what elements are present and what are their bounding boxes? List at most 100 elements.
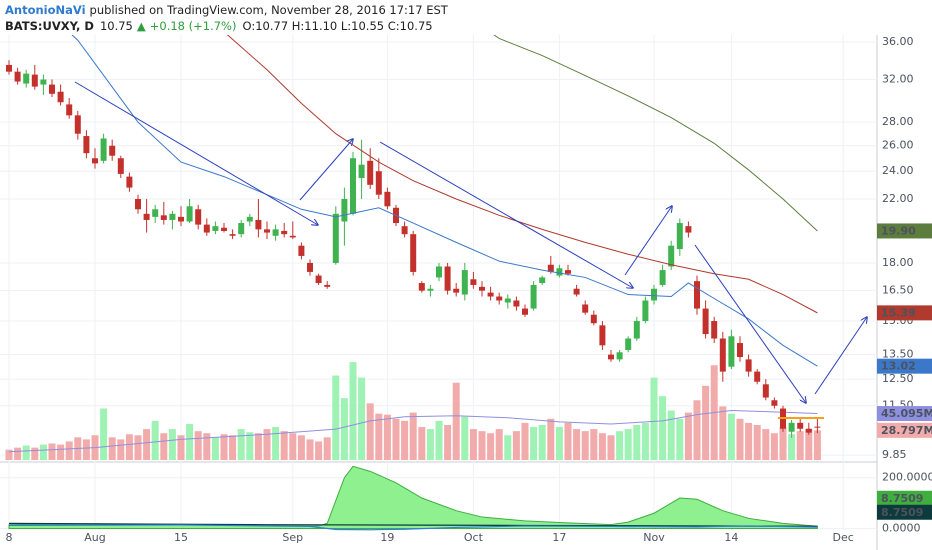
volume-bar	[736, 418, 744, 460]
volume-bar	[616, 431, 624, 460]
axis-tag	[877, 406, 932, 422]
volume-bar	[788, 434, 796, 460]
candle-body	[668, 245, 675, 267]
candle-body	[539, 277, 546, 284]
volume-bar	[805, 429, 813, 460]
volume-bar	[702, 385, 710, 460]
volume-bar	[263, 429, 271, 460]
trend-arrow	[299, 139, 353, 201]
candle-body	[805, 428, 812, 433]
axis-tag-label: 8.7509	[881, 492, 923, 505]
volume-bar	[813, 430, 821, 460]
volume-bar	[160, 433, 168, 460]
moving-averages	[71, 35, 818, 367]
x-tick-label: 15	[174, 531, 188, 544]
volume-bar	[555, 427, 563, 460]
candle-body	[255, 219, 262, 230]
candle-body	[143, 213, 150, 220]
candle-body	[281, 230, 288, 235]
candle-body	[625, 338, 632, 350]
volume-bar	[117, 439, 125, 460]
candle-body	[694, 281, 700, 309]
candle-body	[762, 384, 769, 398]
x-tick-label: 14	[724, 531, 738, 544]
candle-body	[178, 216, 184, 222]
volume-bar	[452, 382, 460, 460]
axis-tag-label: 13.02	[881, 360, 916, 373]
y-tick-label: 28.00	[882, 115, 914, 128]
candles	[6, 60, 821, 438]
volume-bar	[168, 429, 176, 460]
trend-arrow	[624, 206, 672, 276]
ohlc: O:10.77 H:11.10 L:10.55 C:10.75	[242, 19, 432, 33]
candle-body	[117, 158, 124, 174]
candle-body	[504, 298, 511, 303]
volume-bar	[272, 427, 280, 460]
candle-body	[315, 275, 322, 284]
candle-body	[49, 84, 55, 94]
volume-bar	[573, 429, 581, 460]
volume-bar	[289, 433, 297, 460]
candle-body	[444, 266, 451, 291]
volume-bar	[358, 377, 366, 460]
candle-body	[324, 284, 331, 287]
volume-bar	[469, 429, 477, 460]
candle-body	[685, 226, 692, 233]
header-line-1: AntonioNaVi published on TradingView.com,…	[5, 3, 449, 17]
candle-body	[737, 343, 743, 358]
volume-bar	[444, 424, 452, 460]
volume-bar	[504, 435, 512, 460]
candle-body	[264, 229, 270, 233]
y-tick-label: 26.00	[882, 139, 914, 152]
volume-bar	[323, 437, 331, 460]
volume-bar	[590, 429, 598, 460]
volume-bar	[229, 435, 237, 460]
volume-bar	[401, 420, 409, 460]
candle-body	[332, 213, 339, 263]
candle-body	[556, 268, 563, 276]
x-tick-label: Dec	[833, 531, 854, 544]
candle-body	[350, 158, 356, 214]
candle-body	[410, 234, 417, 272]
candle-body	[573, 288, 580, 295]
candle-body	[212, 226, 219, 231]
candle-body	[711, 321, 718, 339]
candle-body	[100, 138, 107, 161]
volume-bar	[39, 444, 47, 460]
candle-body	[470, 279, 477, 285]
candle-body	[582, 304, 589, 313]
volume-bar	[478, 431, 486, 460]
y-tick-label: 13.50	[882, 348, 914, 361]
volume-bar	[461, 416, 469, 460]
candle-body	[195, 209, 202, 225]
axis-tag-label: 28.797M	[881, 424, 932, 437]
candle-body	[797, 422, 804, 429]
moving-average	[226, 35, 818, 314]
candle-body	[719, 338, 726, 372]
x-tick-label: 19	[380, 531, 394, 544]
author: AntonioNaVi	[5, 3, 86, 17]
candle-body	[246, 216, 253, 222]
volume-bar	[727, 413, 735, 460]
volume-bar	[581, 431, 589, 460]
volume-bar	[125, 434, 133, 460]
volume-bar	[796, 431, 804, 460]
y-tick-label: 0.0000	[882, 521, 921, 534]
candle-body	[375, 171, 382, 195]
candle-body	[461, 270, 468, 295]
indicator-area	[8, 465, 818, 529]
candle-body	[427, 288, 434, 291]
candle-body	[31, 74, 38, 87]
drawings	[74, 81, 867, 403]
volume-bar	[383, 414, 391, 460]
axis-tag-label: 8.7509	[881, 506, 923, 519]
candle-body	[642, 300, 649, 322]
volume-bar	[762, 429, 770, 460]
candle-body	[513, 300, 520, 307]
candle-body	[152, 209, 159, 217]
x-tick-label: Nov	[643, 531, 665, 544]
volume-bar	[607, 435, 615, 460]
volume-bar	[598, 433, 606, 460]
axis-tag	[877, 422, 932, 438]
